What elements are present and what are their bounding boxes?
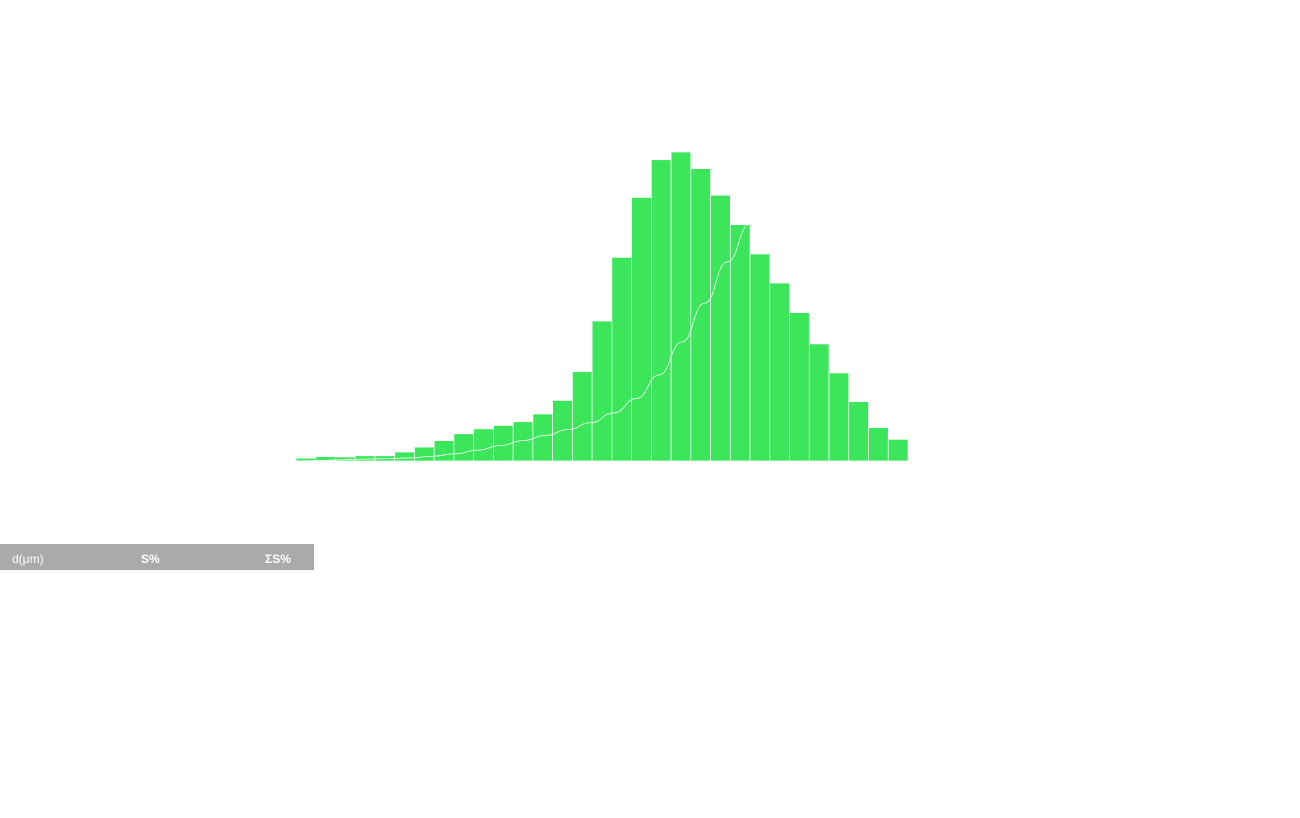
histogram-bar <box>611 257 632 462</box>
histogram-bar <box>769 282 790 462</box>
histogram-bar <box>749 253 771 462</box>
histogram-bar <box>887 439 909 462</box>
header-cumulative-percent: ΣS% <box>265 552 291 566</box>
histogram-bar <box>729 224 751 462</box>
histogram-bar <box>828 372 850 462</box>
histogram-bar <box>868 427 889 462</box>
histogram-bar <box>848 401 869 462</box>
histogram-bar <box>710 194 731 462</box>
histogram-bar <box>651 159 672 462</box>
histogram-bar <box>690 168 711 462</box>
histogram-bar <box>631 197 652 462</box>
histogram-bar <box>354 455 376 462</box>
bars-group <box>295 151 909 462</box>
histogram-bar <box>453 433 475 462</box>
histogram-bar <box>591 320 613 462</box>
histogram-bar <box>493 425 514 462</box>
histogram-bar <box>433 440 455 462</box>
histogram-bar <box>552 400 573 462</box>
histogram-bar <box>414 446 435 462</box>
histogram-bar <box>789 312 810 462</box>
cumulative-curve <box>295 223 751 462</box>
histogram-bar <box>335 456 356 462</box>
histogram-bar <box>572 371 593 462</box>
header-percent: S% <box>141 552 160 566</box>
histogram-bar <box>473 428 494 462</box>
histogram-bar <box>808 343 830 462</box>
histogram-bar <box>394 451 415 462</box>
histogram-bar <box>670 151 692 462</box>
histogram-svg <box>295 151 909 462</box>
header-diameter: d(μm) <box>12 552 44 566</box>
histogram-chart <box>295 151 909 462</box>
table-header-row: d(μm) S% ΣS% <box>0 544 314 570</box>
